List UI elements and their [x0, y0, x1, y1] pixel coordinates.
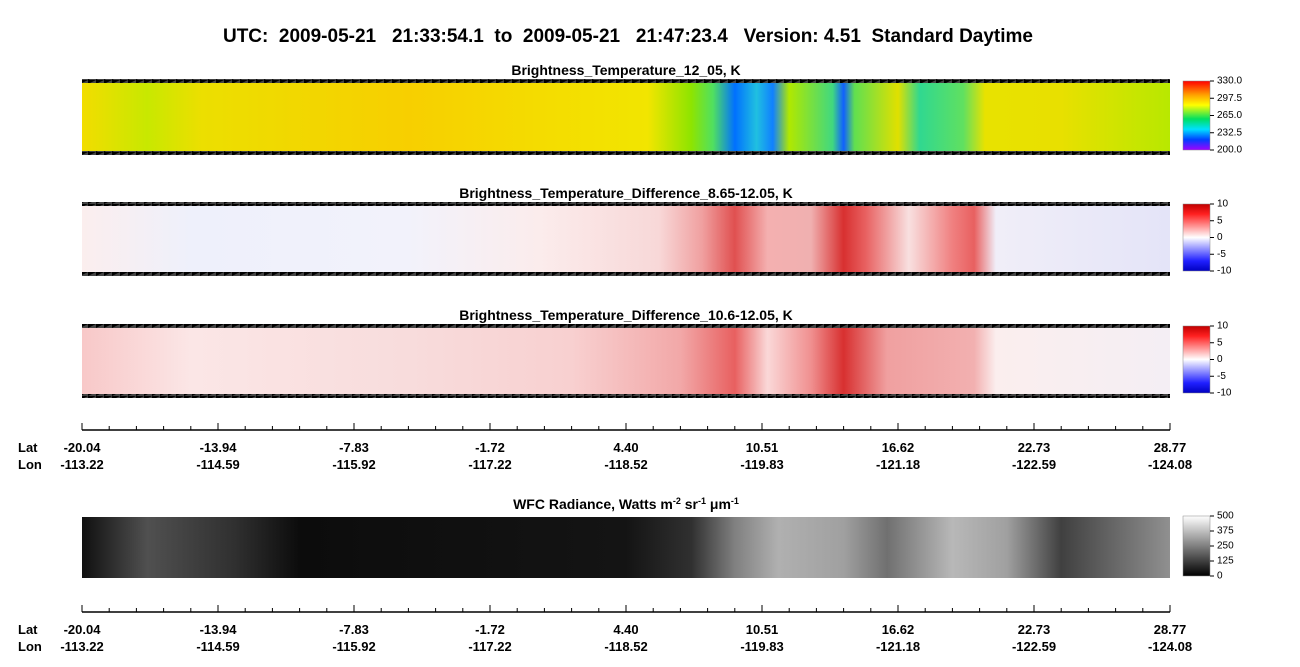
lat-tick-label: -13.94: [200, 440, 238, 455]
colorbar-label: -10: [1217, 388, 1232, 399]
colorbar-label: 265.0: [1217, 110, 1242, 121]
colorbar-label: 330.0: [1217, 76, 1242, 87]
colorbar-label: 10: [1217, 199, 1229, 210]
lon-tick-label: -122.59: [1012, 639, 1056, 654]
strip-border: [82, 324, 1170, 328]
lat-tick-label: 22.73: [1018, 440, 1051, 455]
lon-tick-label: -124.08: [1148, 639, 1192, 654]
lat-tick-label: -7.83: [339, 622, 369, 637]
colorbar-label: 500: [1217, 511, 1234, 522]
panel-title: Brightness_Temperature_12_05, K: [511, 62, 740, 78]
lon-tick-label: -113.22: [60, 639, 103, 654]
colorbar-label: -10: [1217, 266, 1232, 277]
colorbar-label: 10: [1217, 321, 1229, 332]
image-strip: [82, 517, 1170, 578]
lon-tick-label: -115.92: [332, 639, 375, 654]
colorbar-label: 250: [1217, 541, 1234, 552]
image-strip: [82, 205, 1170, 273]
lat-tick-label: -13.94: [200, 622, 238, 637]
colorbar-label: -5: [1217, 371, 1226, 382]
colorbar-label: 297.5: [1217, 93, 1242, 104]
lon-tick-label: -117.22: [468, 639, 511, 654]
lat-tick-label: -20.04: [64, 622, 102, 637]
colorbar-label: 5: [1217, 215, 1223, 226]
colorbar-label: 0: [1217, 232, 1223, 243]
colorbar-label: -5: [1217, 249, 1226, 260]
title-part: μm: [706, 496, 731, 512]
colorbar-label: 5: [1217, 337, 1223, 348]
lat-tick-label: -7.83: [339, 440, 369, 455]
lon-tick-label: -119.83: [740, 457, 783, 472]
title: UTC: 2009-05-21 21:33:54.1 to 2009-05-21…: [223, 26, 1033, 47]
lon-tick-label: -114.59: [196, 639, 239, 654]
colorbar-label: 0: [1217, 354, 1223, 365]
colorbar: [1182, 515, 1211, 577]
lon-tick-label: -114.59: [196, 457, 239, 472]
strip-border: [82, 394, 1170, 398]
title-part: WFC Radiance, Watts m: [513, 496, 673, 512]
strip-border: [82, 79, 1170, 83]
lon-tick-label: -119.83: [740, 639, 783, 654]
colorbar-label: 200.0: [1217, 145, 1242, 156]
lon-tick-label: -115.92: [332, 457, 375, 472]
lon-tick-label: -118.52: [604, 457, 647, 472]
lat-tick-label: 10.51: [746, 622, 779, 637]
lat-tick-label: 28.77: [1154, 440, 1187, 455]
colorbar-label: 0: [1217, 571, 1223, 582]
lat-tick-label: 4.40: [613, 440, 638, 455]
colorbar: [1182, 203, 1211, 272]
image-strip: [82, 82, 1170, 152]
lat-tick-label: -1.72: [475, 440, 505, 455]
lat-tick-label: -1.72: [475, 622, 505, 637]
lon-tick-label: -124.08: [1148, 457, 1192, 472]
lat-tick-label: -20.04: [64, 440, 102, 455]
lon-label: Lon: [18, 639, 42, 654]
strip-border: [82, 151, 1170, 155]
lon-tick-label: -121.18: [876, 457, 920, 472]
lat-tick-label: 28.77: [1154, 622, 1187, 637]
lon-tick-label: -118.52: [604, 639, 647, 654]
lon-tick-label: -117.22: [468, 457, 511, 472]
title-superscript: -2: [673, 496, 681, 506]
lat-tick-label: 4.40: [613, 622, 638, 637]
panel-title: Brightness_Temperature_Difference_10.6-1…: [459, 307, 793, 323]
lat-label: Lat: [18, 440, 38, 455]
lat-tick-label: 22.73: [1018, 622, 1051, 637]
colorbar-label: 125: [1217, 556, 1234, 567]
strip-border: [82, 272, 1170, 276]
colorbar: [1182, 80, 1211, 151]
lat-tick-label: 16.62: [882, 622, 915, 637]
panel-title: Brightness_Temperature_Difference_8.65-1…: [459, 185, 793, 201]
lat-label: Lat: [18, 622, 38, 637]
strip-border: [82, 202, 1170, 206]
plots: Brightness_Temperature_12_05, K 330.0 297.…: [18, 62, 1242, 654]
colorbar-label: 232.5: [1217, 127, 1242, 138]
lat-tick-label: 16.62: [882, 440, 915, 455]
lon-tick-label: -121.18: [876, 639, 920, 654]
lon-tick-label: -122.59: [1012, 457, 1056, 472]
lon-tick-label: -113.22: [60, 457, 103, 472]
image-strip: [82, 327, 1170, 395]
title-superscript: -1: [698, 496, 706, 506]
title-superscript: -1: [731, 496, 739, 506]
lon-label: Lon: [18, 457, 42, 472]
panel-title: WFC Radiance, Watts m-2 sr-1 μm-1: [513, 496, 739, 512]
lat-tick-label: 10.51: [746, 440, 779, 455]
colorbar-label: 375: [1217, 526, 1234, 537]
colorbar: [1182, 325, 1211, 394]
title-part: sr: [681, 496, 699, 512]
